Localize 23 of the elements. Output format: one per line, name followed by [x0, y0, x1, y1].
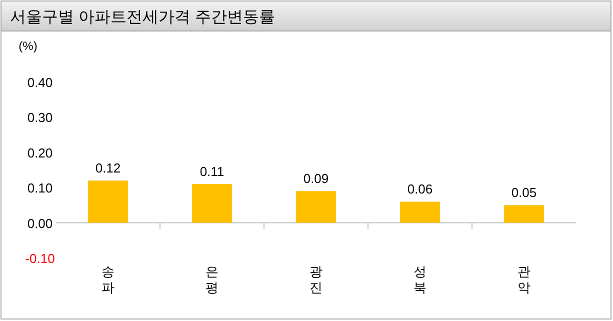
x-tick-label: 관악 — [518, 264, 530, 295]
y-tick-label: 0.40 — [27, 75, 53, 90]
y-tick-label: 0.30 — [27, 110, 53, 126]
x-tick-label: 송파 — [102, 264, 114, 295]
data-label: 0.06 — [407, 182, 433, 197]
bar — [400, 202, 440, 223]
y-tick-label: 0.20 — [27, 145, 53, 160]
x-tick-label: 은평 — [206, 264, 218, 295]
data-label: 0.09 — [303, 171, 329, 186]
data-label: 0.05 — [511, 185, 537, 200]
y-tick-label: 0.10 — [27, 180, 53, 196]
y-tick-label: 0.00 — [27, 216, 53, 231]
bar — [296, 191, 336, 223]
x-tick-label: 광진 — [310, 264, 322, 295]
bar — [504, 205, 544, 223]
y-axis-title: (%) — [18, 39, 38, 53]
y-tick-label: -0.10 — [25, 251, 55, 266]
x-tick-label: 성북 — [414, 264, 426, 295]
chart-title: 서울구별 아파트전세가격 주간변동률 — [10, 9, 275, 26]
data-label: 0.12 — [95, 160, 121, 176]
bar — [88, 180, 128, 223]
bar — [192, 184, 232, 223]
data-label: 0.11 — [200, 164, 224, 180]
